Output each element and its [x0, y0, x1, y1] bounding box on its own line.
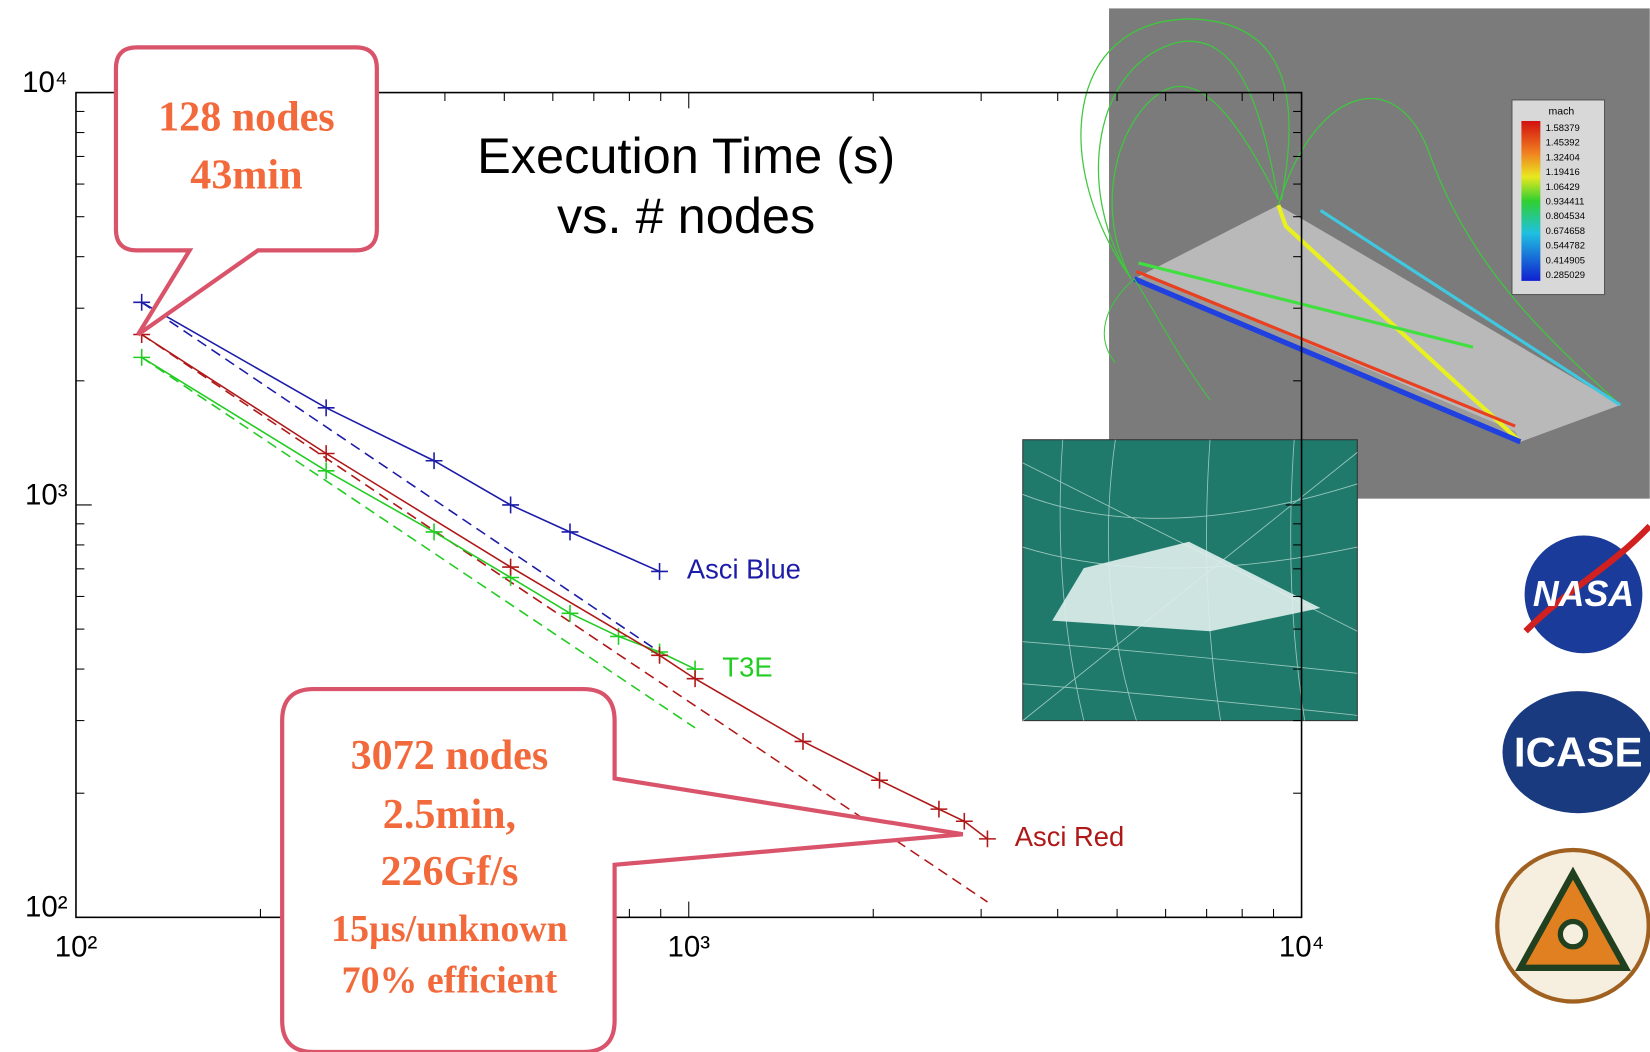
series-label: Asci Blue: [687, 554, 801, 585]
marker: [133, 294, 150, 311]
marker: [502, 497, 519, 514]
reference-line: [142, 357, 695, 728]
colorbar-label: 1.19416: [1546, 167, 1580, 178]
contour-image: mach 1.58379 1.45392 1.32404 1.19416 1.06429 0…: [1081, 8, 1650, 498]
callouts: 128 nodes 43min 3072 nodes 2.5min, 226Gf/s 15…: [116, 47, 963, 1052]
callout-text: 128 nodes: [158, 95, 335, 141]
callout-text: 3072 nodes: [351, 733, 549, 779]
colorbar-label: 0.804534: [1546, 211, 1585, 222]
page: { "chart_data": { "type": "line", "title…: [0, 0, 1650, 1052]
callout-text: 2.5min,: [383, 792, 516, 838]
callout-text: 43min: [190, 152, 302, 198]
logo-icase: ICASE: [1514, 728, 1643, 775]
callout-text: 70% efficient: [342, 959, 558, 1001]
marker: [426, 452, 443, 469]
chart-title: Execution Time (s): [477, 127, 895, 184]
colorbar-label: 0.414905: [1546, 255, 1585, 266]
y-tick-label: 10²: [25, 891, 68, 924]
marker: [931, 801, 948, 818]
marker: [562, 524, 579, 541]
x-tick-label: 10³: [667, 931, 710, 964]
series-label: Asci Red: [1015, 821, 1124, 852]
slide: mach 1.58379 1.45392 1.32404 1.19416 1.06429 0…: [0, 0, 1650, 1052]
series-line: [142, 357, 695, 669]
marker: [318, 399, 335, 416]
y-tick-label: 10³: [25, 478, 68, 511]
marker: [562, 605, 579, 622]
marker: [687, 670, 704, 687]
colorbar-label: 0.285029: [1546, 270, 1585, 281]
reference-line: [142, 302, 660, 652]
colorbar-label: 1.58379: [1546, 123, 1580, 134]
mesh-image: [1023, 440, 1358, 721]
chart-subtitle: vs. # nodes: [557, 187, 815, 244]
marker: [502, 559, 519, 576]
logos: NASA ICASE: [1497, 526, 1650, 1002]
logo-nasa: NASA: [1533, 574, 1634, 614]
colorbar-label: 1.06429: [1546, 182, 1580, 193]
x-tick-label: 10²: [55, 931, 98, 964]
colorbar-label: 1.32404: [1546, 152, 1580, 163]
colorbar-label: 0.934411: [1546, 196, 1585, 207]
marker: [956, 813, 973, 830]
callout-text: 226Gf/s: [380, 849, 518, 895]
colorbar-label: 0.544782: [1546, 241, 1585, 252]
marker: [133, 349, 150, 366]
marker: [795, 733, 812, 750]
colorbar-label: 1.45392: [1546, 138, 1580, 149]
marker: [651, 563, 668, 580]
colorbar-label: 0.674658: [1546, 226, 1585, 237]
colorbar-title: mach: [1549, 105, 1575, 117]
x-tick-label: 10⁴: [1279, 931, 1324, 964]
marker: [871, 772, 888, 789]
marker: [318, 462, 335, 479]
y-tick-label: 10⁴: [22, 66, 67, 99]
marker: [979, 830, 996, 847]
marker: [318, 445, 335, 462]
callout-text: 15µs/unknown: [331, 908, 567, 950]
series-label: T3E: [722, 651, 772, 682]
